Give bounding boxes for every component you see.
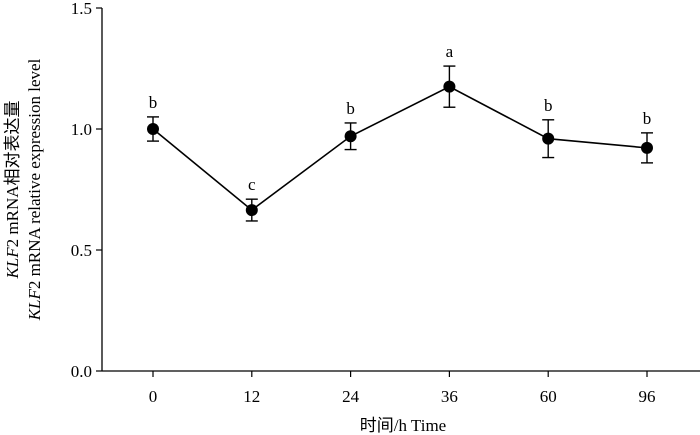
significance-label: b: [346, 99, 355, 118]
y-axis-title: KLF2 mRNA相对表达量 KLF2 mRNA relative expres…: [3, 58, 44, 321]
x-tick-label: 0: [149, 387, 158, 406]
data-point: [641, 141, 653, 154]
significance-label: a: [446, 42, 454, 61]
significance-labels: b c b a b b: [149, 42, 652, 194]
x-tick-label: 96: [639, 387, 656, 406]
x-tick-label: 36: [441, 387, 458, 406]
y-tick-label: 0.5: [71, 241, 92, 260]
y-axis-title-line2-rest: 2 mRNA relative expression level: [25, 58, 44, 289]
x-ticks: 0 12 24 36 60 96: [149, 371, 656, 406]
significance-label: c: [248, 175, 256, 194]
x-tick-label: 12: [243, 387, 260, 406]
data-point: [245, 204, 258, 217]
data-markers: [147, 80, 653, 217]
y-axis-title-line2: KLF2 mRNA relative expression level: [25, 58, 44, 321]
data-point: [147, 123, 159, 135]
data-point: [344, 130, 357, 143]
series: [152, 85, 648, 212]
x-tick-label: 24: [342, 387, 360, 406]
significance-label: b: [643, 109, 652, 128]
data-point: [443, 80, 456, 93]
axes: [101, 8, 700, 372]
error-bars: [147, 65, 653, 222]
y-axis-title-line2-italic: KLF: [25, 288, 44, 321]
y-axis-title-line1-italic: KLF: [3, 247, 22, 280]
x-axis-title: 时间/h Time: [360, 416, 446, 435]
y-tick-label: 1.5: [71, 0, 92, 18]
x-tick-label: 60: [540, 387, 557, 406]
significance-label: b: [149, 93, 158, 112]
y-axis-title-line1: KLF2 mRNA相对表达量: [3, 100, 22, 279]
y-ticks: 0.0 0.5 1.0 1.5: [71, 0, 102, 381]
y-tick-label: 1.0: [71, 120, 92, 139]
series-line: [152, 85, 648, 212]
significance-label: b: [544, 96, 553, 115]
y-axis-title-line1-rest: 2 mRNA相对表达量: [3, 100, 22, 247]
data-point: [542, 132, 555, 145]
y-tick-label: 0.0: [71, 362, 92, 381]
